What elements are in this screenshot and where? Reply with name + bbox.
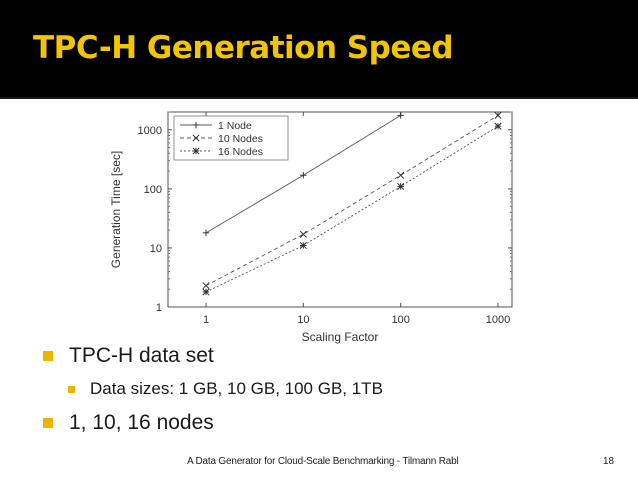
chart: 1 10 100 1000 1 10 100 1000 Scaling Factor Genera… — [109, 111, 513, 344]
slide-title: TPC-H Generation Speed — [33, 30, 454, 66]
plot-frame — [167, 111, 513, 308]
title-bar: TPC-H Generation Speed — [0, 0, 638, 99]
bullet-item: TPC-H data set — [43, 344, 214, 368]
data-point — [397, 171, 405, 179]
legend-label: 10 Nodes — [218, 133, 263, 145]
bullet-text: 1, 10, 16 nodes — [69, 411, 214, 434]
series-line — [205, 125, 499, 293]
x-tick-label: 1000 — [486, 314, 510, 326]
page-number: 18 — [603, 456, 615, 467]
slide-body — [0, 99, 638, 479]
legend-label: 16 Nodes — [218, 146, 263, 158]
data-point — [494, 111, 502, 119]
y-axis-label: Generation Time [sec] — [109, 151, 123, 268]
y-tick-label: 100 — [144, 184, 162, 196]
data-point — [299, 241, 307, 250]
x-tick-label: 100 — [391, 314, 409, 326]
data-point — [397, 182, 405, 190]
bullet-item: Data sizes: 1 GB, 10 GB, 100 GB, 1TB — [68, 379, 383, 399]
data-point — [299, 230, 307, 238]
series-line — [205, 115, 499, 287]
bullet-item: 1, 10, 16 nodes — [43, 411, 214, 435]
bullet-marker-icon — [43, 351, 53, 361]
x-tick-label: 1 — [203, 314, 209, 326]
y-tick-label: 10 — [150, 243, 162, 255]
slide-footer: A Data Generator for Cloud-Scale Benchma… — [187, 456, 459, 467]
bullet-marker-icon — [43, 418, 53, 428]
y-tick-label: 1000 — [138, 125, 162, 137]
data-point — [494, 122, 502, 130]
data-point — [202, 282, 210, 290]
legend-box — [173, 115, 289, 161]
x-axis-label: Scaling Factor — [302, 330, 379, 344]
legend-label: 1 Node — [218, 120, 252, 132]
y-tick-label: 1 — [156, 302, 162, 314]
bullet-text: Data sizes: 1 GB, 10 GB, 100 GB, 1TB — [90, 379, 383, 398]
data-point — [202, 288, 210, 296]
bullet-text: TPC-H data set — [69, 344, 214, 367]
x-tick-label: 10 — [297, 314, 309, 326]
data-point — [192, 147, 200, 155]
bullet-marker-icon — [68, 385, 75, 393]
data-point — [192, 134, 200, 142]
